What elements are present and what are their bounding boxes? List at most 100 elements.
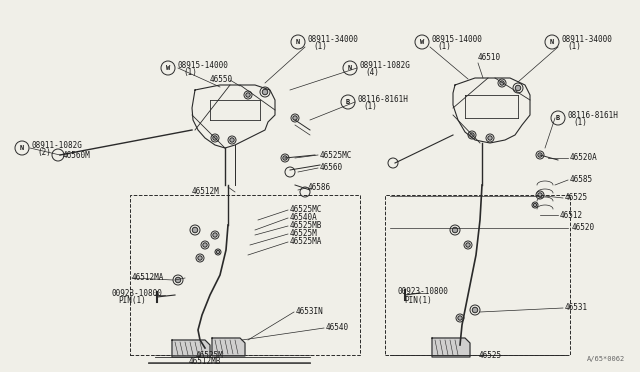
Text: 46525MC: 46525MC	[290, 205, 323, 215]
Circle shape	[513, 83, 523, 93]
Circle shape	[215, 249, 221, 255]
Circle shape	[488, 136, 492, 140]
Circle shape	[470, 133, 474, 137]
Circle shape	[291, 114, 299, 122]
Text: 46525MA: 46525MA	[290, 237, 323, 247]
Circle shape	[203, 243, 207, 247]
Text: 46560M: 46560M	[63, 151, 91, 160]
Text: 46586: 46586	[308, 183, 331, 192]
Circle shape	[201, 241, 209, 249]
Text: B: B	[346, 99, 350, 105]
Text: (1): (1)	[363, 103, 377, 112]
Circle shape	[211, 231, 219, 239]
Text: 46525MC: 46525MC	[320, 151, 353, 160]
Text: 46520: 46520	[572, 224, 595, 232]
Text: 46540: 46540	[326, 324, 349, 333]
Circle shape	[198, 256, 202, 260]
Text: 46585: 46585	[570, 176, 593, 185]
Circle shape	[538, 193, 542, 197]
Circle shape	[283, 156, 287, 160]
Text: W: W	[166, 65, 170, 71]
Circle shape	[515, 85, 521, 91]
Text: (4): (4)	[365, 68, 379, 77]
Circle shape	[246, 93, 250, 97]
Text: PIN(1): PIN(1)	[118, 296, 146, 305]
Text: PIN(1): PIN(1)	[404, 295, 432, 305]
Circle shape	[173, 275, 183, 285]
Circle shape	[52, 149, 64, 161]
Text: 46510: 46510	[478, 54, 501, 62]
Circle shape	[230, 138, 234, 142]
Text: 46550: 46550	[210, 76, 233, 84]
Circle shape	[450, 225, 460, 235]
Polygon shape	[432, 338, 470, 357]
Text: 46520A: 46520A	[570, 154, 598, 163]
Text: 46525MB: 46525MB	[290, 221, 323, 231]
Circle shape	[464, 241, 472, 249]
Text: N: N	[550, 39, 554, 45]
Circle shape	[260, 87, 270, 97]
Circle shape	[285, 167, 295, 177]
Circle shape	[212, 136, 217, 140]
Text: (2): (2)	[37, 148, 51, 157]
Text: 08915-14000: 08915-14000	[432, 35, 483, 44]
Text: B: B	[556, 115, 560, 121]
Text: W: W	[420, 39, 424, 45]
Text: (1): (1)	[573, 119, 587, 128]
Text: 08911-1082G: 08911-1082G	[360, 61, 411, 70]
Circle shape	[262, 89, 268, 95]
Text: 46531: 46531	[565, 304, 588, 312]
Text: 46560: 46560	[320, 164, 343, 173]
Bar	[130, 195, 360, 355]
Circle shape	[452, 227, 458, 233]
Circle shape	[293, 116, 297, 120]
Circle shape	[456, 314, 464, 322]
Text: N: N	[296, 39, 300, 45]
Circle shape	[192, 227, 198, 233]
Circle shape	[458, 316, 462, 320]
Text: 46512MA: 46512MA	[132, 273, 164, 282]
Circle shape	[468, 131, 476, 139]
Text: (1): (1)	[437, 42, 451, 51]
Text: 08911-34000: 08911-34000	[308, 35, 359, 44]
Circle shape	[190, 225, 200, 235]
Bar	[385, 195, 570, 355]
Text: 46512M: 46512M	[192, 187, 220, 196]
Text: 08915-14000: 08915-14000	[178, 61, 229, 70]
Text: (1): (1)	[567, 42, 581, 51]
Circle shape	[211, 134, 219, 142]
Polygon shape	[172, 340, 210, 357]
Circle shape	[538, 153, 542, 157]
Text: 46525: 46525	[565, 193, 588, 202]
Circle shape	[300, 187, 310, 197]
Text: 46512: 46512	[560, 211, 583, 219]
Circle shape	[470, 305, 480, 315]
Circle shape	[536, 191, 544, 199]
Text: A/65*0062: A/65*0062	[587, 356, 625, 362]
Circle shape	[486, 134, 494, 142]
Circle shape	[388, 158, 398, 168]
Circle shape	[216, 250, 220, 254]
Text: N: N	[20, 145, 24, 151]
Circle shape	[533, 203, 537, 207]
Text: 46525M: 46525M	[196, 350, 224, 359]
Circle shape	[498, 79, 506, 87]
Circle shape	[212, 233, 217, 237]
Text: (1): (1)	[183, 68, 197, 77]
Text: 08116-8161H: 08116-8161H	[568, 110, 619, 119]
Text: 46540A: 46540A	[290, 214, 317, 222]
Polygon shape	[212, 338, 245, 356]
Text: 4653IN: 4653IN	[296, 308, 324, 317]
Circle shape	[466, 243, 470, 247]
Text: 08911-34000: 08911-34000	[562, 35, 613, 44]
Circle shape	[175, 277, 180, 283]
Circle shape	[281, 154, 289, 162]
Text: 00923-10800: 00923-10800	[112, 289, 163, 298]
Circle shape	[196, 254, 204, 262]
Circle shape	[228, 136, 236, 144]
Circle shape	[532, 202, 538, 208]
Text: 08116-8161H: 08116-8161H	[358, 94, 409, 103]
Circle shape	[536, 151, 544, 159]
Text: 00923-10800: 00923-10800	[398, 288, 449, 296]
Circle shape	[500, 81, 504, 85]
